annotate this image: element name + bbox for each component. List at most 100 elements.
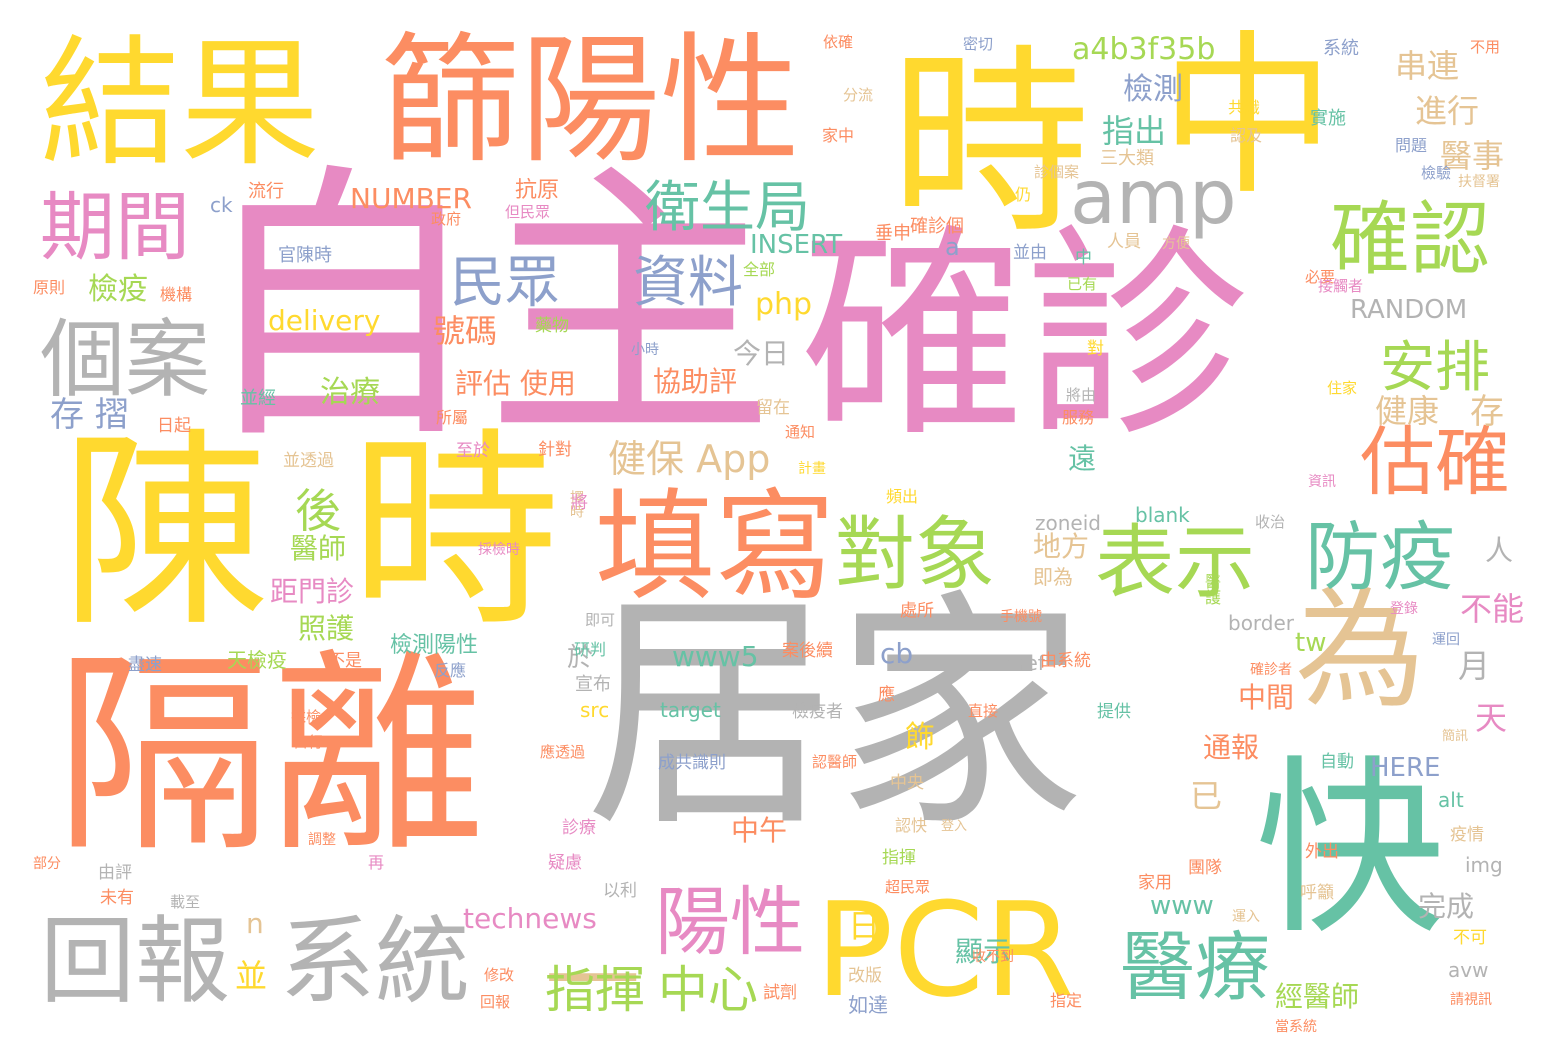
- word-19-cjk: 確認: [1330, 200, 1490, 280]
- word-43-php: php: [755, 290, 812, 320]
- word-192-cjk: 收不到: [972, 950, 1014, 964]
- word-108-cjk: 家中: [822, 128, 854, 144]
- word-89-src: src: [580, 700, 609, 720]
- word-159-cjk: 檢疫者: [792, 704, 843, 721]
- word-119-cjk: 系統: [1323, 40, 1359, 58]
- word-134-cjk: 並由: [1013, 245, 1047, 262]
- word-58-cjk: 地方: [1033, 533, 1089, 561]
- word-113-cjk: 共識: [1228, 100, 1260, 116]
- word-25-cjk: 陽性: [655, 885, 805, 960]
- word-170-cjk: 外出: [1305, 844, 1339, 861]
- word-24-cjk: 醫療: [1120, 930, 1270, 1005]
- word-34-cjk: 檢測: [1123, 75, 1183, 105]
- word-151-cjk: 案後續: [782, 643, 833, 660]
- word-128-cjk: 服務: [1062, 410, 1094, 426]
- word-161-cjk: 自行: [293, 735, 323, 750]
- word-158-cjk: 自動: [1320, 754, 1354, 771]
- word-37-cjk: 進行: [1415, 95, 1479, 127]
- word-21-cjk: 表示: [1095, 523, 1255, 603]
- word-65-cjk: 通報: [1203, 734, 1259, 762]
- word-91-img: img: [1465, 855, 1503, 875]
- word-152-cjk: 由系統: [1040, 653, 1091, 670]
- word-82-cjk: 飾: [905, 723, 935, 753]
- word-68-technews: technews: [463, 905, 597, 933]
- word-76-cjk: 並: [235, 960, 267, 992]
- word-167-cjk: 登入: [941, 820, 967, 833]
- word-64-cjk: 中間: [1238, 684, 1294, 712]
- word-121-cjk: 通知: [785, 425, 815, 440]
- word-97-cjk: 官陳時: [278, 247, 332, 265]
- word-163-cjk: 成共識則: [658, 755, 726, 772]
- word-172-cjk: 超民眾: [885, 880, 930, 895]
- word-101-cjk: 日起: [157, 418, 191, 435]
- word-153-cjk: 確診者: [1250, 663, 1292, 677]
- word-6-cjk: 時: [890, 45, 1090, 245]
- word-59-cjk: 遠: [1068, 445, 1096, 473]
- word-198-cjk: 檢驗: [1421, 166, 1451, 181]
- word-105-cjk: 政府: [431, 212, 461, 227]
- word-90-alt: alt: [1438, 790, 1464, 810]
- word-136-cjk: 住家: [1327, 381, 1357, 396]
- word-85-cjk: 即為: [1033, 567, 1073, 587]
- word-86-target: target: [660, 700, 721, 720]
- word-44-random: RANDOM: [1350, 297, 1467, 323]
- word-62-cb: cb: [880, 640, 913, 668]
- word-173-cjk: 家用: [1138, 875, 1172, 892]
- word-98-cjk: 原則: [33, 280, 65, 296]
- word-147-cjk: 研判: [574, 642, 606, 658]
- word-30-cjk: 安排: [1380, 340, 1490, 395]
- word-180-cjk: 載至: [170, 895, 200, 910]
- word-8-cjk: 快: [1255, 755, 1445, 945]
- word-99-cjk: 機構: [160, 287, 192, 303]
- word-203-cjk: 採檢時: [478, 543, 520, 557]
- word-150-cjk: 不是: [328, 653, 362, 670]
- word-49-cjk: 檢疫: [88, 275, 148, 305]
- word-174-cjk: 團隊: [1188, 860, 1222, 877]
- word-126-cjk: 小時: [631, 343, 659, 357]
- word-103-cjk: 垂申: [875, 225, 911, 243]
- word-202-cjk: 計畫: [798, 462, 826, 476]
- word-171-cjk: 呼籲: [1300, 885, 1334, 902]
- word-73-cjk: 檢測陽性: [390, 635, 478, 657]
- word-96-cjk: 流行: [248, 183, 284, 201]
- word-130-cjk: 對: [1087, 341, 1104, 358]
- word-139-cjk: 收治: [1255, 515, 1285, 530]
- word-80-cjk: 天: [1475, 702, 1507, 734]
- word-199-cjk: 扶督署: [1458, 175, 1500, 189]
- word-145-cjk: 宣布: [575, 676, 611, 694]
- word-182-cjk: 修改: [484, 968, 514, 983]
- word-63-tw: tw: [1295, 630, 1326, 656]
- word-143-cjk: 運回: [1432, 633, 1460, 647]
- word-42-delivery: delivery: [268, 307, 380, 335]
- word-166-cjk: 認快: [895, 818, 927, 834]
- word-33-app: 健保 App: [608, 440, 770, 478]
- word-40-number: NUMBER: [350, 185, 472, 213]
- word-168-cjk: 指揮: [882, 850, 916, 867]
- word-200-cjk: 接觸者: [1318, 279, 1363, 294]
- word-15-cjk: 系統: [280, 915, 470, 1010]
- word-60-cjk: 不能: [1460, 593, 1524, 625]
- word-56-cjk: 距門診: [270, 578, 354, 606]
- word-74-cjk: 天檢疫: [227, 650, 287, 670]
- word-110-cjk: 人員: [1107, 234, 1141, 251]
- word-120-cjk: 留在: [756, 400, 790, 417]
- word-87-href: href: [1005, 653, 1045, 673]
- word-50-cjk: 號碼: [433, 315, 497, 347]
- word-46-cjk: 存: [1470, 395, 1504, 429]
- word-141-cjk: 手機號: [1000, 610, 1042, 624]
- word-36-cjk: 串連: [1395, 50, 1459, 82]
- word-117-cjk: 密切: [963, 37, 993, 52]
- word-48-cjk: 治療: [320, 378, 380, 408]
- word-45-cjk: 健康: [1375, 395, 1439, 427]
- word-165-cjk: 中央: [890, 775, 924, 792]
- word-179-cjk: 未有: [100, 890, 134, 907]
- word-177-cjk: 部分: [33, 857, 61, 871]
- word-111-cjk: 方便: [1162, 237, 1190, 251]
- word-181-cjk: 以利: [603, 883, 637, 900]
- word-112-cjk: 實施: [1310, 110, 1346, 128]
- word-28-cjk: 民眾: [450, 255, 560, 310]
- word-81-cjk: 人: [1485, 537, 1513, 565]
- word-29-cjk: 資料: [633, 255, 743, 310]
- word-47-cjk: 存 摺: [50, 398, 129, 432]
- word-193-cjk: 再: [368, 855, 384, 871]
